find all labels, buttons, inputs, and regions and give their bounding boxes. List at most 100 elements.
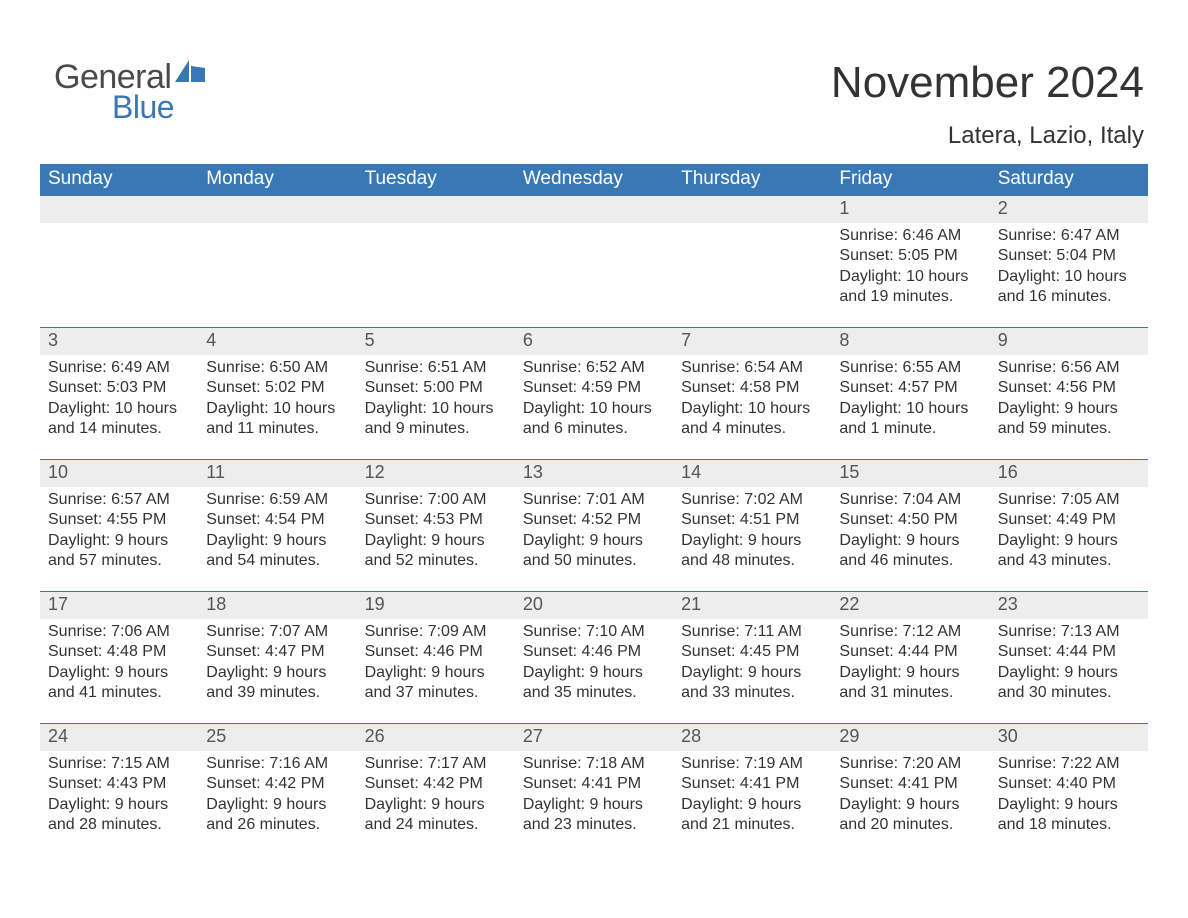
- daylight-line: Daylight: 9 hours and 20 minutes.: [839, 796, 959, 833]
- day-detail: Sunrise: 7:12 AMSunset: 4:44 PMDaylight:…: [831, 619, 989, 708]
- day-number: [198, 196, 356, 223]
- day-number: 11: [198, 460, 356, 487]
- brand-sail-icon: [175, 60, 205, 87]
- sunrise-line: Sunrise: 7:10 AM: [523, 623, 645, 640]
- page-title: November 2024: [831, 58, 1144, 108]
- day-detail: [357, 223, 515, 230]
- calendar-cell: 14Sunrise: 7:02 AMSunset: 4:51 PMDayligh…: [673, 460, 831, 592]
- calendar-cell: 3Sunrise: 6:49 AMSunset: 5:03 PMDaylight…: [40, 328, 198, 460]
- daylight-line: Daylight: 9 hours and 43 minutes.: [998, 532, 1118, 569]
- sunset-line: Sunset: 5:03 PM: [48, 379, 166, 396]
- sunrise-line: Sunrise: 7:22 AM: [998, 755, 1120, 772]
- calendar-week-row: 10Sunrise: 6:57 AMSunset: 4:55 PMDayligh…: [40, 460, 1148, 592]
- daylight-line: Daylight: 9 hours and 48 minutes.: [681, 532, 801, 569]
- sunset-line: Sunset: 4:57 PM: [839, 379, 957, 396]
- daylight-line: Daylight: 9 hours and 30 minutes.: [998, 664, 1118, 701]
- daylight-line: Daylight: 9 hours and 54 minutes.: [206, 532, 326, 569]
- day-number: 4: [198, 328, 356, 355]
- sunset-line: Sunset: 4:53 PM: [365, 511, 483, 528]
- sunrise-line: Sunrise: 6:51 AM: [365, 359, 487, 376]
- sunset-line: Sunset: 4:56 PM: [998, 379, 1116, 396]
- daylight-line: Daylight: 9 hours and 46 minutes.: [839, 532, 959, 569]
- day-number: 13: [515, 460, 673, 487]
- daylight-line: Daylight: 10 hours and 6 minutes.: [523, 400, 652, 437]
- sunrise-line: Sunrise: 6:47 AM: [998, 227, 1120, 244]
- brand-text: General Blue: [54, 58, 205, 126]
- day-number: 21: [673, 592, 831, 619]
- calendar-cell: [515, 196, 673, 328]
- sunrise-line: Sunrise: 7:20 AM: [839, 755, 961, 772]
- day-number: 5: [357, 328, 515, 355]
- daylight-line: Daylight: 9 hours and 59 minutes.: [998, 400, 1118, 437]
- sunset-line: Sunset: 5:04 PM: [998, 247, 1116, 264]
- calendar-cell: 25Sunrise: 7:16 AMSunset: 4:42 PMDayligh…: [198, 724, 356, 856]
- day-detail: Sunrise: 6:46 AMSunset: 5:05 PMDaylight:…: [831, 223, 989, 312]
- day-number: [40, 196, 198, 223]
- calendar-cell: [357, 196, 515, 328]
- day-number: [515, 196, 673, 223]
- sunrise-line: Sunrise: 7:18 AM: [523, 755, 645, 772]
- sunrise-line: Sunrise: 6:59 AM: [206, 491, 328, 508]
- sunset-line: Sunset: 4:40 PM: [998, 775, 1116, 792]
- day-number: 25: [198, 724, 356, 751]
- calendar-page: General Blue November 2024 Latera, Lazio…: [0, 0, 1188, 918]
- calendar-cell: [198, 196, 356, 328]
- calendar-cell: 28Sunrise: 7:19 AMSunset: 4:41 PMDayligh…: [673, 724, 831, 856]
- sunrise-line: Sunrise: 6:50 AM: [206, 359, 328, 376]
- day-detail: Sunrise: 6:56 AMSunset: 4:56 PMDaylight:…: [990, 355, 1148, 444]
- calendar-cell: 2Sunrise: 6:47 AMSunset: 5:04 PMDaylight…: [990, 196, 1148, 328]
- calendar-cell: 17Sunrise: 7:06 AMSunset: 4:48 PMDayligh…: [40, 592, 198, 724]
- day-number: 2: [990, 196, 1148, 223]
- sunset-line: Sunset: 5:05 PM: [839, 247, 957, 264]
- day-detail: Sunrise: 7:20 AM Sunset: 4:41 PM Daylight:…: [831, 751, 989, 840]
- calendar-cell: 20Sunrise: 7:10 AMSunset: 4:46 PMDayligh…: [515, 592, 673, 724]
- sunset-line: Sunset: 4:50 PM: [839, 511, 957, 528]
- sunrise-line: Sunrise: 7:09 AM: [365, 623, 487, 640]
- calendar-week-row: 1Sunrise: 6:46 AMSunset: 5:05 PMDaylight…: [40, 196, 1148, 328]
- sunset-line: Sunset: 4:49 PM: [998, 511, 1116, 528]
- calendar-week-row: 17Sunrise: 7:06 AMSunset: 4:48 PMDayligh…: [40, 592, 1148, 724]
- daylight-line: Daylight: 9 hours and 50 minutes.: [523, 532, 643, 569]
- day-number: 17: [40, 592, 198, 619]
- day-detail: Sunrise: 7:15 AMSunset: 4:43 PMDaylight:…: [40, 751, 198, 840]
- day-detail: Sunrise: 7:10 AMSunset: 4:46 PMDaylight:…: [515, 619, 673, 708]
- daylight-line: Daylight: 9 hours and 57 minutes.: [48, 532, 168, 569]
- day-detail: Sunrise: 6:55 AMSunset: 4:57 PMDaylight:…: [831, 355, 989, 444]
- page-subtitle: Latera, Lazio, Italy: [831, 122, 1144, 150]
- day-detail: Sunrise: 7:13 AMSunset: 4:44 PMDaylight:…: [990, 619, 1148, 708]
- day-detail: Sunrise: 7:18 AMSunset: 4:41 PMDaylight:…: [515, 751, 673, 840]
- sunrise-line: Sunrise: 6:57 AM: [48, 491, 170, 508]
- day-number: 6: [515, 328, 673, 355]
- sunrise-line: Sunrise: 7:11 AM: [681, 623, 802, 640]
- sunset-line: Sunset: 4:42 PM: [365, 775, 483, 792]
- sunrise-line: Sunrise: 6:54 AM: [681, 359, 803, 376]
- calendar-cell: 9Sunrise: 6:56 AMSunset: 4:56 PMDaylight…: [990, 328, 1148, 460]
- day-number: 7: [673, 328, 831, 355]
- day-number: 12: [357, 460, 515, 487]
- brand-logo: General Blue: [54, 58, 205, 126]
- day-detail: Sunrise: 7:22 AMSunset: 4:40 PMDaylight:…: [990, 751, 1148, 840]
- day-detail: [198, 223, 356, 230]
- day-detail: Sunrise: 7:01 AMSunset: 4:52 PMDaylight:…: [515, 487, 673, 576]
- sunset-line: Sunset: 4:41 PM: [839, 775, 957, 792]
- day-number: 30: [990, 724, 1148, 751]
- daylight-line: Daylight: 9 hours and 24 minutes.: [365, 796, 485, 833]
- sunrise-line: Sunrise: 7:16 AM: [206, 755, 328, 772]
- calendar-cell: 18Sunrise: 7:07 AMSunset: 4:47 PMDayligh…: [198, 592, 356, 724]
- calendar-cell: [40, 196, 198, 328]
- calendar-cell: 13Sunrise: 7:01 AMSunset: 4:52 PMDayligh…: [515, 460, 673, 592]
- calendar-cell: 27Sunrise: 7:18 AMSunset: 4:41 PMDayligh…: [515, 724, 673, 856]
- weekday-header: Friday: [831, 164, 989, 196]
- daylight-line: Daylight: 9 hours and 52 minutes.: [365, 532, 485, 569]
- sunset-line: Sunset: 4:54 PM: [206, 511, 324, 528]
- calendar-week-row: 3Sunrise: 6:49 AMSunset: 5:03 PMDaylight…: [40, 328, 1148, 460]
- header: General Blue November 2024 Latera, Lazio…: [40, 20, 1148, 150]
- day-detail: Sunrise: 7:00 AMSunset: 4:53 PMDaylight:…: [357, 487, 515, 576]
- day-detail: Sunrise: 7:16 AMSunset: 4:42 PMDaylight:…: [198, 751, 356, 840]
- day-detail: Sunrise: 7:19 AMSunset: 4:41 PMDaylight:…: [673, 751, 831, 840]
- sunrise-line: Sunrise: 6:46 AM: [839, 227, 961, 244]
- sunset-line: Sunset: 4:42 PM: [206, 775, 324, 792]
- calendar-cell: 12Sunrise: 7:00 AMSunset: 4:53 PMDayligh…: [357, 460, 515, 592]
- weekday-header: Monday: [198, 164, 356, 196]
- day-detail: Sunrise: 6:47 AMSunset: 5:04 PMDaylight:…: [990, 223, 1148, 312]
